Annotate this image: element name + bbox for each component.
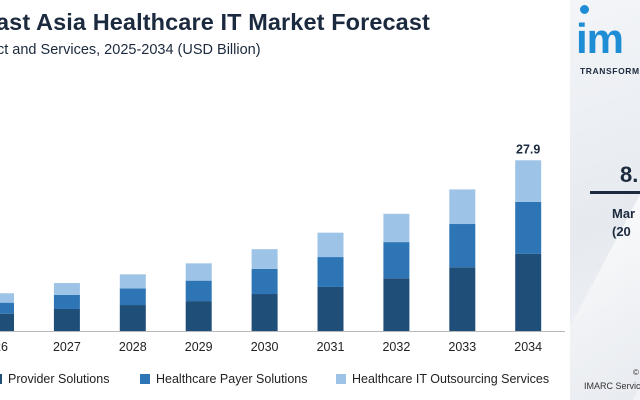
legend-item-outsourcing: Healthcare IT Outsourcing Services [336, 372, 549, 386]
legend-label-outsourcing: Healthcare IT Outsourcing Services [352, 372, 550, 386]
bar-2027-series-2 [53, 283, 80, 295]
bar-2034-series-1 [515, 201, 542, 254]
x-tick-label-26: 26 [0, 340, 8, 354]
bar-2030-series-0 [251, 294, 278, 331]
bar-2028-series-1 [119, 288, 146, 306]
bar-2031-series-0 [317, 286, 344, 331]
bar-2034-series-0 [515, 253, 542, 331]
bar-26-series-2 [0, 293, 14, 303]
stat-divider [590, 191, 640, 194]
bar-2029-series-1 [185, 280, 212, 302]
x-tick-label-2030: 2030 [251, 340, 279, 354]
bar-2033-series-0 [449, 267, 476, 331]
chart-subtitle: ct and Services, 2025-2034 (USD Billion) [0, 42, 261, 58]
stacked-bar-chart: 26 2027 2028 2029 2030 2031 2032 2033 2034 27.9 [0, 142, 565, 354]
footer-source: IMARC Service [584, 381, 640, 391]
bar-2027-series-1 [53, 294, 80, 309]
bar-2032-series-0 [383, 278, 410, 331]
bar-2029-series-2 [185, 263, 212, 281]
legend-swatch-payer [140, 374, 150, 384]
bar-2032-series-2 [383, 213, 410, 243]
x-tick-label-2027: 2027 [53, 340, 81, 354]
brand-logo: im [576, 15, 624, 62]
market-size-year: (20 [612, 224, 631, 239]
bar-2027-series-0 [53, 308, 80, 331]
bar-2031-series-1 [317, 257, 344, 287]
chart-title: ast Asia Healthcare IT Market Forecast [0, 9, 430, 35]
bar-2030-series-2 [251, 249, 278, 269]
bar-2032-series-1 [383, 242, 410, 279]
bar-2034-series-2 [515, 160, 542, 202]
x-tick-label-2028: 2028 [119, 340, 147, 354]
brand-tagline: TRANSFORMIN [580, 66, 640, 76]
market-size-value: 8. [620, 162, 639, 187]
legend-label-provider: Provider Solutions [8, 372, 110, 386]
legend-item-provider: Provider Solutions [0, 372, 109, 386]
x-tick-label-2029: 2029 [185, 340, 213, 354]
copyright-mark: © [633, 368, 639, 377]
side-panel [570, 0, 640, 400]
x-tick-label-2034: 2034 [514, 340, 542, 354]
bar-2028-series-2 [119, 274, 146, 289]
x-tick-label-2033: 2033 [448, 340, 476, 354]
x-tick-label-2032: 2032 [382, 340, 410, 354]
legend-swatch-provider [0, 374, 2, 384]
bar-2033-series-2 [449, 189, 476, 225]
bar-2029-series-0 [185, 301, 212, 331]
bar-26-series-0 [0, 313, 14, 331]
legend-label-payer: Healthcare Payer Solutions [156, 372, 308, 386]
legend-item-payer: Healthcare Payer Solutions [140, 372, 307, 386]
bar-26-series-1 [0, 302, 14, 314]
legend-swatch-outsourcing [336, 374, 346, 384]
bar-2033-series-1 [449, 224, 476, 268]
bar-2030-series-1 [251, 268, 278, 295]
brand-logo-dot [580, 5, 589, 14]
data-label-2034: 27.9 [516, 142, 540, 156]
bar-2031-series-2 [317, 232, 344, 258]
market-size-label: Mar [612, 206, 636, 221]
x-tick-label-2031: 2031 [317, 340, 345, 354]
bar-2028-series-0 [119, 305, 146, 331]
